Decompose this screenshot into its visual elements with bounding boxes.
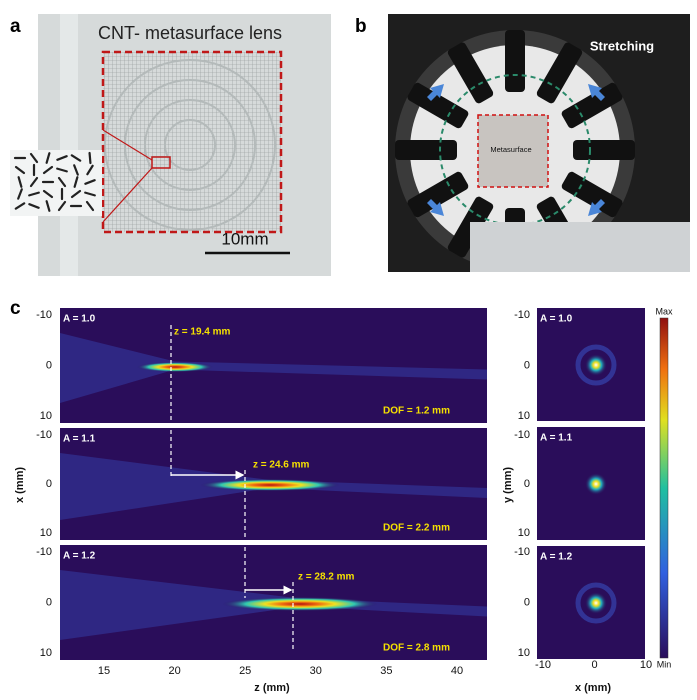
- strip: [60, 14, 78, 276]
- panel-b: b Metasurface Stretching: [355, 14, 690, 272]
- y-tick-label: -10: [514, 429, 530, 441]
- clamp-arm: [536, 42, 583, 104]
- y-tick-label: 10: [518, 527, 530, 539]
- panel-label: b: [355, 16, 367, 37]
- x-tick-label: -10: [36, 429, 52, 441]
- x-tick-label: 10: [40, 527, 52, 539]
- metasurface-outline: [477, 114, 549, 188]
- focus-label: z = 28.2 mm: [298, 572, 355, 583]
- side-x-tick-label: -10: [535, 659, 551, 671]
- y-tick-label: -10: [514, 309, 530, 321]
- strain-label: A = 1.2: [63, 551, 96, 562]
- spot-ring: [575, 344, 617, 386]
- colorbar-max: Max: [655, 306, 673, 316]
- dof-label: DOF = 2.8 mm: [383, 643, 450, 654]
- colorbar: [659, 317, 669, 659]
- heatmap: [60, 308, 487, 423]
- x-tick-label: -10: [36, 309, 52, 321]
- spot: [585, 354, 607, 376]
- strain-label: A = 1.2: [540, 552, 573, 563]
- panel-label: c: [10, 298, 21, 319]
- colorbar-min: Min: [657, 659, 672, 669]
- stretch-arrows: [427, 84, 605, 216]
- y-tick-label: 0: [524, 596, 530, 608]
- panel-c: c Max Min z (mm) x (mm) y (mm) x (mm) A …: [10, 298, 673, 694]
- panel-a: a CNT- metasurface lens 10mm: [10, 14, 331, 276]
- spot-ring: [575, 582, 617, 624]
- focus-label: z = 19.4 mm: [174, 327, 231, 338]
- strain-label: A = 1.1: [63, 434, 96, 445]
- y-tick-label: -10: [514, 546, 530, 558]
- metasurface: [478, 115, 548, 187]
- focal-spot: [222, 597, 378, 611]
- z-tick-label: 25: [239, 665, 251, 677]
- focal-spot: [200, 479, 340, 491]
- spot: [585, 592, 607, 614]
- zoom-lines: [102, 129, 153, 223]
- z-tick-label: 20: [168, 665, 180, 677]
- z-tick-label: 35: [380, 665, 392, 677]
- y-tick-label: 0: [524, 359, 530, 371]
- side-x-tick-label: 0: [591, 659, 597, 671]
- x-tick-label: 10: [40, 410, 52, 422]
- z-tick-label: 40: [451, 665, 463, 677]
- x-axis-label: x (mm): [14, 467, 26, 503]
- z-tick-label: 30: [310, 665, 322, 677]
- clamp-arm: [407, 171, 469, 218]
- stretch-label: Stretching: [590, 38, 654, 53]
- ruler: [470, 222, 690, 272]
- panel-label: a: [10, 16, 21, 37]
- x-tick-label: 10: [40, 647, 52, 659]
- y-tick-label: 10: [518, 647, 530, 659]
- x-tick-label: -10: [36, 546, 52, 558]
- dof-label: DOF = 1.2 mm: [383, 406, 450, 417]
- side-x-tick-label: 10: [640, 659, 652, 671]
- clamp-arm: [395, 140, 457, 160]
- y-tick-label: 10: [518, 410, 530, 422]
- spot: [585, 473, 607, 495]
- clamp-arm: [447, 42, 494, 104]
- zoom-box: [151, 156, 171, 169]
- focus-label: z = 24.6 mm: [253, 460, 310, 471]
- dof-label: DOF = 2.2 mm: [383, 523, 450, 534]
- lens-outline: [101, 50, 283, 234]
- lens-rings: [104, 59, 276, 231]
- side-x-axis-label: x (mm): [575, 682, 611, 694]
- orientation-marks: [13, 151, 96, 212]
- strain-label: A = 1.1: [540, 433, 573, 444]
- beam: [60, 333, 487, 403]
- lens-title: CNT- metasurface lens: [98, 23, 282, 43]
- clamp-arm: [561, 171, 623, 218]
- focal-spot: [137, 362, 213, 372]
- x-tick-label: 0: [46, 478, 52, 490]
- z-tick-label: 15: [98, 665, 110, 677]
- region-label: Metasurface: [490, 145, 531, 154]
- z-axis-label: z (mm): [254, 682, 290, 694]
- clamp-arm: [407, 82, 469, 129]
- clamp-arm: [561, 82, 623, 129]
- y-tick-label: 0: [524, 478, 530, 490]
- scale-label: 10mm: [221, 229, 268, 248]
- x-tick-label: 0: [46, 596, 52, 608]
- clamp-arm: [573, 140, 635, 160]
- side-y-axis-label: y (mm): [502, 467, 514, 503]
- x-tick-label: 0: [46, 359, 52, 371]
- clamp-arm: [505, 30, 525, 92]
- strain-label: A = 1.0: [63, 314, 96, 325]
- strain-label: A = 1.0: [540, 314, 573, 325]
